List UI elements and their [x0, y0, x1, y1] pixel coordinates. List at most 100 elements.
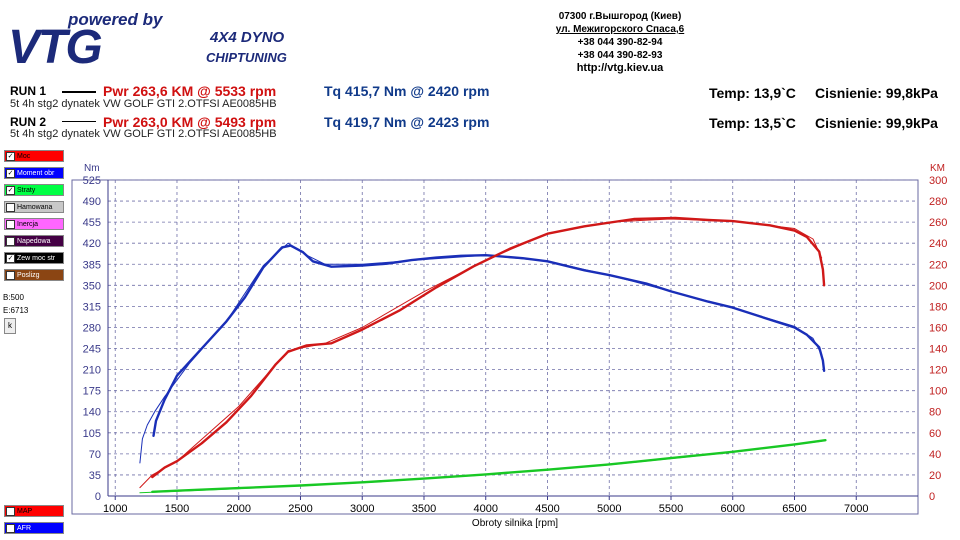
series-checkbox-0[interactable]: ✓ [6, 152, 15, 161]
y-right-tick-label: 220 [929, 259, 947, 271]
y-right-tick-label: 120 [929, 365, 947, 377]
run2-label: RUN 2 [10, 115, 47, 129]
contact-line-3: +38 044 390-82-94 [577, 37, 663, 48]
y-left-tick-label: 350 [83, 280, 101, 292]
series-toggle-0[interactable]: ✓ Moc [4, 150, 64, 162]
contact-line-1: 07300 г.Вышгород (Киев) [558, 11, 682, 22]
x-tick-label: 5500 [659, 503, 683, 515]
series-checkbox-2[interactable]: ✓ [6, 186, 15, 195]
y-left-tick-label: 0 [95, 491, 101, 503]
axes: 1000 1500 2000 2500 3000 3500 4000 4500 5000 5500… [83, 175, 948, 515]
y-right-tick-label: 180 [929, 301, 947, 313]
y-left-tick-label: 280 [83, 322, 101, 334]
y-right-tick-label: 240 [929, 238, 947, 250]
k-button[interactable]: k [4, 318, 16, 334]
run1-line-swatch [62, 91, 96, 93]
series-line-3 [139, 218, 823, 489]
y-left-tick-label: 525 [83, 175, 101, 187]
series-toggle-2[interactable]: ✓ Straty [4, 184, 64, 196]
run2-line-swatch [62, 121, 96, 122]
y-right-tick-label: 80 [929, 407, 941, 419]
y-right-tick-label: 0 [929, 491, 935, 503]
b-value: B:500 [3, 293, 24, 302]
y-right-tick-label: 20 [929, 470, 941, 482]
y-left-tick-label: 105 [83, 428, 101, 440]
series-toggle-7[interactable]: Poslizg [4, 269, 64, 281]
series-checkbox-7[interactable] [6, 271, 15, 280]
y-right-tick-label: 280 [929, 196, 947, 208]
logo-sub2: CHIPTUNING [206, 50, 287, 65]
y-left-tick-label: 70 [89, 449, 101, 461]
x-tick-label: 5000 [597, 503, 621, 515]
y-left-tick-label: 245 [83, 344, 101, 356]
y-right-label: KM [930, 163, 945, 174]
run2-torque: Tq 419,7 Nm @ 2423 rpm [324, 114, 490, 130]
y-left-tick-label: 175 [83, 386, 101, 398]
logo-sub1: 4X4 DYNO [209, 29, 285, 46]
y-left-tick-label: 420 [83, 238, 101, 250]
series-toggle-6[interactable]: ✓ Zew moc str [4, 252, 64, 264]
y-right-tick-label: 200 [929, 280, 947, 292]
series-checkbox-4[interactable] [6, 220, 15, 229]
series-label-4: Inercja [17, 221, 39, 228]
run1-temp: Temp: 13,9`C [709, 85, 796, 101]
series-checkbox-3[interactable] [6, 203, 15, 212]
y-right-tick-label: 100 [929, 386, 947, 398]
x-tick-label: 6500 [782, 503, 806, 515]
y-left-tick-label: 455 [83, 217, 101, 229]
extra-label-0: MAP [17, 508, 33, 515]
series-checkbox-5[interactable] [6, 237, 15, 246]
grid [108, 179, 918, 496]
x-tick-label: 3000 [350, 503, 374, 515]
series-checkbox-1[interactable]: ✓ [6, 169, 15, 178]
x-tick-label: 7000 [844, 503, 868, 515]
series-label-3: Hamowana [17, 204, 53, 211]
x-tick-label: 1500 [165, 503, 189, 515]
run1-power: Pwr 263,6 KM @ 5533 rpm [103, 83, 277, 99]
y-left-tick-label: 490 [83, 196, 101, 208]
series-toggle-4[interactable]: Inercja [4, 218, 64, 230]
x-tick-label: 6000 [721, 503, 745, 515]
y-right-tick-label: 300 [929, 175, 947, 187]
extra-toggle-1[interactable]: AFR [4, 522, 64, 534]
series-line-1 [139, 242, 823, 464]
run2-temp: Temp: 13,5`C [709, 115, 796, 131]
extra-checkbox-0[interactable] [6, 507, 15, 516]
series-label-5: Napedowa [17, 238, 51, 245]
x-tick-label: 4000 [473, 503, 497, 515]
run1-pressure: Cisnienie: 99,8kPa [815, 85, 938, 101]
run1-label: RUN 1 [10, 84, 47, 98]
logo-tagline: powered by [67, 10, 164, 29]
y-left-label: Nm [84, 163, 100, 174]
x-tick-label: 2500 [288, 503, 312, 515]
extra-checkbox-1[interactable] [6, 524, 15, 533]
logo-brand: VTG [8, 21, 101, 70]
y-left-tick-label: 210 [83, 365, 101, 377]
x-tick-label: 4500 [535, 503, 559, 515]
vtg-logo: powered by VTG 4X4 DYNO CHIPTUNING [8, 10, 287, 70]
series-line-2 [151, 216, 826, 479]
y-left-tick-label: 315 [83, 301, 101, 313]
extra-toggle-0[interactable]: MAP [4, 505, 64, 517]
series-toggle-5[interactable]: Napedowa [4, 235, 64, 247]
series-line-5 [139, 440, 823, 494]
series-line-0 [152, 244, 826, 437]
series-label-7: Poslizg [17, 272, 40, 279]
y-left-tick-label: 140 [83, 407, 101, 419]
series-checkbox-6[interactable]: ✓ [6, 254, 15, 263]
contact-line-5: http://vtg.kiev.ua [576, 62, 664, 74]
run2-pressure: Cisnienie: 99,9kPa [815, 115, 938, 131]
run2-desc: 5t 4h stg2 dynatek VW GOLF GTI 2.OTFSI A… [10, 128, 277, 140]
x-tick-label: 2000 [226, 503, 250, 515]
series-toggle-1[interactable]: ✓ Moment obr [4, 167, 64, 179]
run1-desc: 5t 4h stg2 dynatek VW GOLF GTI 2.OTFSI A… [10, 98, 277, 110]
series-line-4 [151, 439, 827, 493]
series-toggle-3[interactable]: Hamowana [4, 201, 64, 213]
series-label-2: Straty [17, 187, 36, 194]
y-left-tick-label: 35 [89, 470, 101, 482]
contact-line-4: +38 044 390-82-93 [577, 50, 663, 61]
series-label-1: Moment obr [17, 170, 55, 177]
y-right-tick-label: 40 [929, 449, 941, 461]
e-value: E:6713 [3, 306, 29, 315]
y-right-tick-label: 160 [929, 322, 947, 334]
